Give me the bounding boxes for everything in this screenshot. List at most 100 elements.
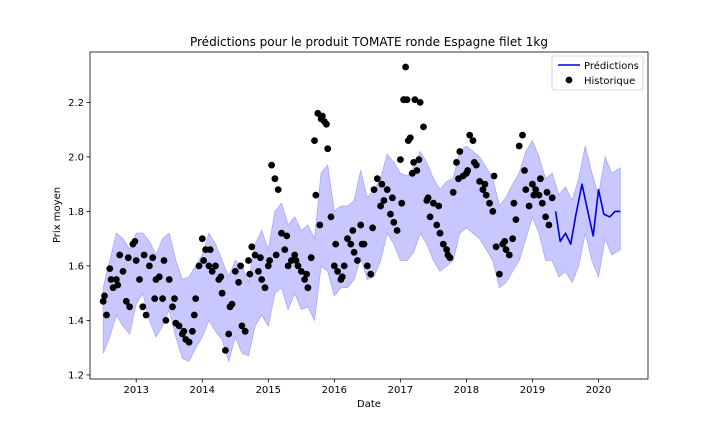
history-point [101,292,108,300]
history-point [496,270,503,278]
history-point [369,224,376,232]
history-point [175,322,183,330]
history-point [116,251,124,259]
history-point [464,167,472,174]
history-point [255,268,262,275]
history-point [212,262,219,270]
history-point [258,276,266,283]
y-tick-label: 1.8 [68,207,84,218]
history-point [281,246,289,254]
history-point [481,180,489,188]
history-point [469,137,477,145]
history-point [155,273,163,281]
history-point [261,284,269,292]
history-point [538,199,546,207]
history-point [122,297,130,305]
history-point [311,137,318,145]
legend-prediction-label: Prédictions [584,60,639,72]
history-point [103,311,110,319]
x-tick-label: 2013 [123,385,148,396]
history-point [160,257,168,264]
history-point [180,327,188,335]
history-point [532,186,540,194]
history-point [398,199,406,207]
history-point [424,194,432,202]
history-point [330,262,338,270]
history-point [439,240,447,248]
history-point [486,199,493,207]
history-point [519,131,526,139]
history-point [264,262,272,270]
history-point [521,167,528,174]
history-point [324,145,332,153]
x-tick-label: 2014 [190,385,215,396]
history-point [501,238,509,245]
history-point [200,257,208,264]
history-point [482,191,490,199]
history-point [548,194,556,202]
y-tick-label: 1.6 [68,261,84,272]
x-tick-label: 2020 [586,385,611,396]
history-point [433,221,441,229]
history-point [119,268,127,275]
history-point [235,278,243,286]
history-point [257,254,264,262]
history-point [272,251,280,259]
history-point [420,123,427,131]
history-point [354,257,361,264]
history-point [430,199,437,207]
history-point [509,235,516,243]
history-point [387,210,394,218]
history-point [535,191,543,199]
history-point [400,96,408,104]
history-point [350,248,358,256]
history-point [380,197,388,204]
chart-title: Prédictions pour le produit TOMATE ronde… [190,35,548,49]
history-point [444,251,452,259]
y-tick-label: 1.4 [68,316,84,327]
prediction-line [554,183,621,245]
history-point [340,262,348,270]
x-tick-label: 2016 [322,385,347,396]
history-point [114,281,122,289]
history-point [237,262,245,270]
history-point [217,273,225,281]
history-point [106,265,114,272]
history-point [301,276,308,283]
history-point [505,251,513,259]
history-point [124,254,132,262]
history-point [206,246,214,254]
plot-frame [89,51,649,380]
history-point [545,221,553,229]
history-point [99,297,107,305]
history-point [169,303,176,311]
history-point [489,208,497,215]
history-point [479,186,487,194]
history-point [529,180,536,188]
history-point [190,311,198,319]
history-point [271,175,279,183]
history-point [411,96,419,104]
history-point [238,322,246,330]
history-point [530,191,538,199]
history-point [192,295,200,302]
history-point [515,142,523,150]
x-axis-label: Date [357,399,381,410]
history-point [327,213,335,221]
history-point [453,159,460,166]
plot-area: 2013 2014 2015 2016 2017 2018 2019 2020 1.2 1.4 1.… [68,51,649,396]
history-point [140,251,148,259]
history-point [136,276,143,283]
history-point [378,180,386,188]
history-point [466,131,474,139]
history-point [476,178,483,185]
x-tick-label: 2019 [520,385,545,396]
history-point [436,229,444,237]
history-point [195,262,203,270]
history-point [292,257,300,264]
history-point [402,63,409,71]
history-point [426,213,434,221]
history-point [449,188,457,196]
history-point [512,216,520,224]
